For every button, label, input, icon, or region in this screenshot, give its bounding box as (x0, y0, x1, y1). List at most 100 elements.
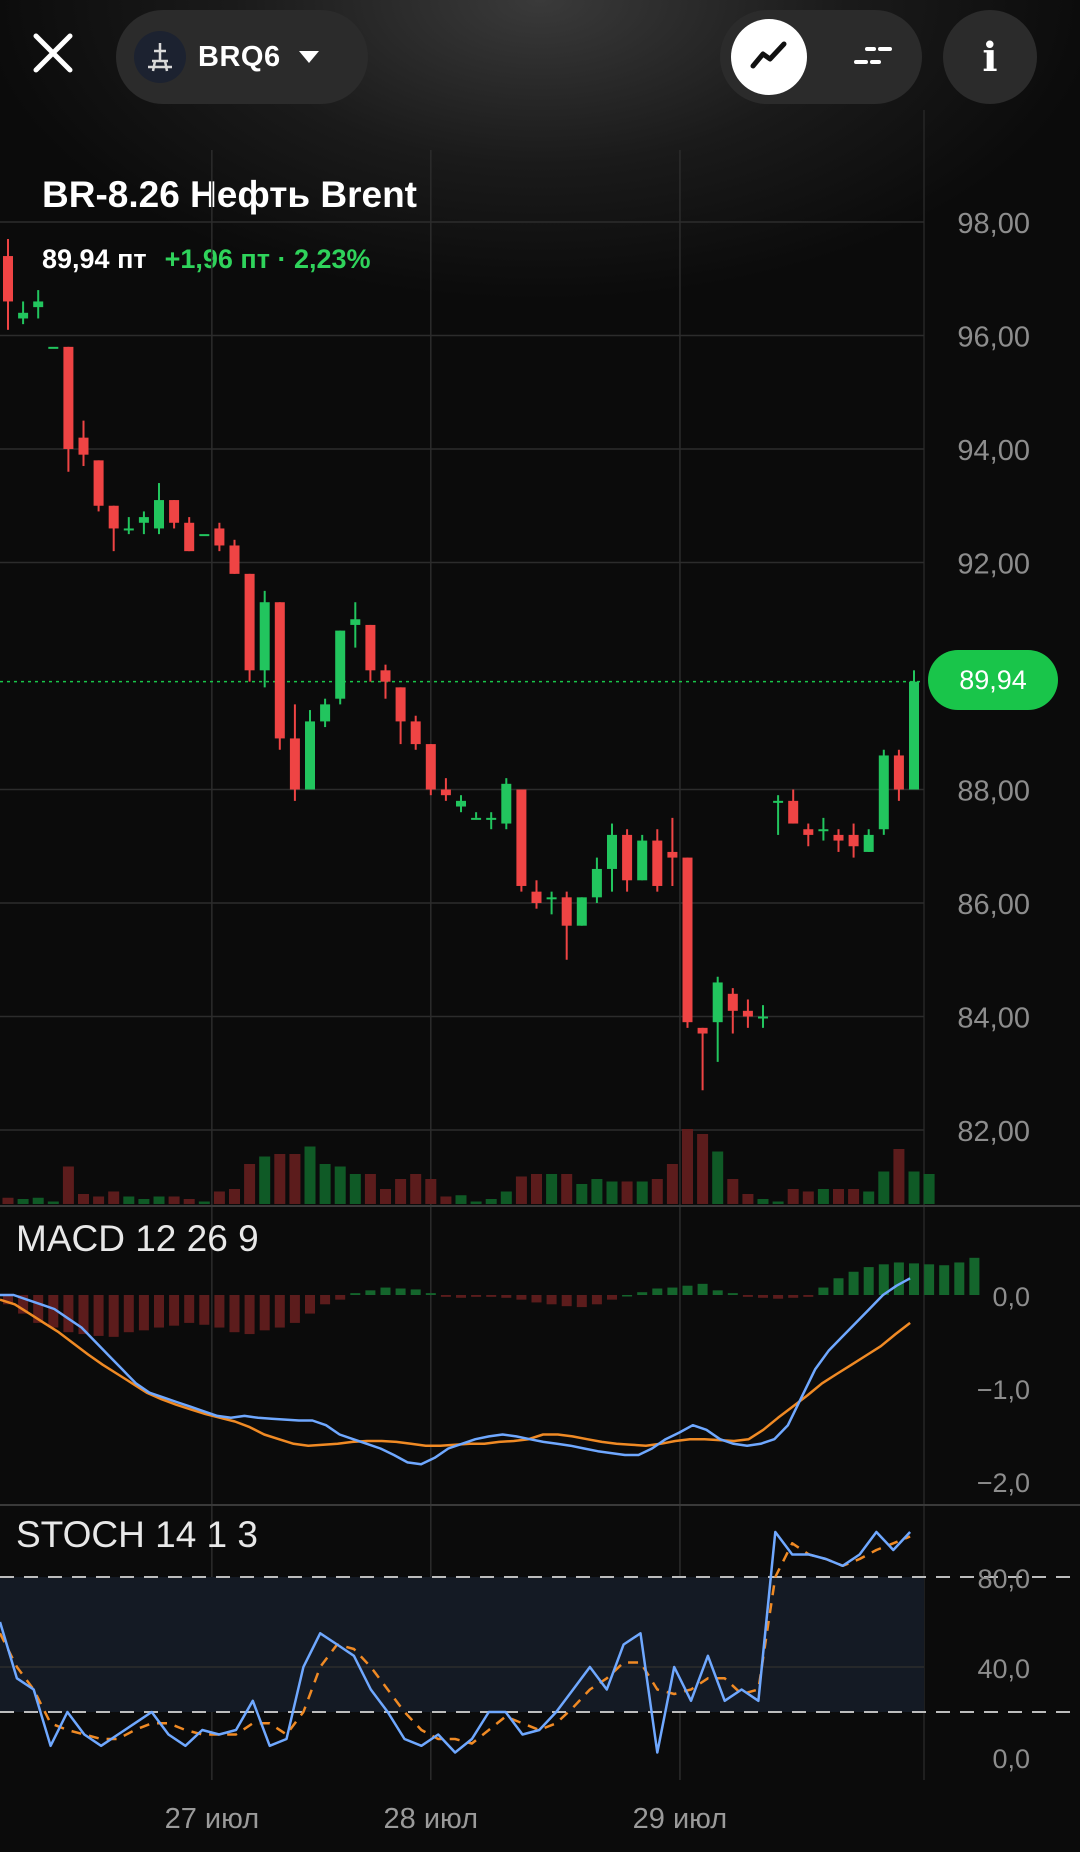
close-button[interactable] (22, 18, 84, 92)
volume-bar (138, 1199, 150, 1204)
candle-body (622, 834, 633, 881)
macd-label: MACD 12 26 9 (16, 1218, 259, 1259)
stoch-label: STOCH 14 1 3 (16, 1514, 258, 1555)
price-axis-tick: 98,00 (957, 208, 1030, 240)
macd-histogram-bar (652, 1288, 663, 1295)
candle-body (108, 505, 119, 529)
volume-bar (772, 1201, 784, 1204)
candle-body (727, 993, 738, 1011)
volume-bar (229, 1189, 240, 1204)
macd-histogram-bar (456, 1295, 466, 1298)
price-line: 89,94 пт +1,96 пт · 2,23% (42, 244, 371, 275)
macd-histogram-bar (33, 1295, 44, 1323)
volume-bar (259, 1156, 271, 1204)
candle-body (833, 834, 844, 841)
candle-body (138, 517, 149, 523)
candle-body (909, 681, 919, 790)
macd-histogram-bar (78, 1295, 89, 1335)
macd-histogram-bar (954, 1262, 965, 1295)
candle-body (501, 783, 512, 824)
price-axis-tick: 84,00 (957, 1003, 1030, 1035)
macd-histogram-bar (320, 1295, 331, 1305)
price-axis-tick: 82,00 (957, 1116, 1030, 1148)
macd-histogram-bar (622, 1295, 633, 1297)
volume-bar (742, 1194, 754, 1204)
ticker-selector[interactable]: BRQ6 (116, 10, 368, 104)
macd-histogram-bar (335, 1295, 346, 1300)
candle-body (93, 460, 104, 506)
volume-bar (32, 1197, 44, 1204)
volume-bar (666, 1164, 678, 1204)
candle-body (199, 534, 210, 537)
macd-histogram-bar (501, 1295, 512, 1298)
macd-histogram-bar (169, 1295, 180, 1326)
volume-bar (787, 1189, 799, 1204)
candle-body (863, 834, 874, 852)
stoch-axis-tick: 0,0 (992, 1744, 1030, 1774)
volume-bar (108, 1191, 120, 1204)
volume-bar (591, 1179, 603, 1204)
macd-histogram-bar (274, 1295, 285, 1328)
macd-histogram-bar (682, 1285, 693, 1295)
candle-body (214, 528, 225, 546)
candle-body (184, 522, 195, 552)
macd-histogram-bar (184, 1295, 195, 1323)
macd-histogram-bar (924, 1264, 935, 1295)
macd-histogram-bar (939, 1265, 950, 1295)
volume-bar (515, 1176, 527, 1204)
last-price-badge: 89,94 (928, 650, 1058, 710)
candle-body (818, 829, 829, 832)
price-axis-tick: 86,00 (957, 889, 1030, 921)
macd-histogram-bar (471, 1295, 482, 1297)
volume-bar (244, 1164, 256, 1204)
instrument-title: BR-8.26 Нефть Brent (42, 174, 418, 215)
macd-histogram-bar (833, 1278, 844, 1295)
volume-bar (78, 1194, 89, 1204)
candle-body (395, 687, 406, 722)
macd-histogram-bar (18, 1295, 29, 1314)
candle-body (274, 602, 285, 739)
macd-histogram-bar (410, 1289, 421, 1295)
list-mode-button[interactable] (835, 19, 911, 95)
line-chart-icon (750, 40, 788, 75)
stoch-band (0, 1577, 924, 1712)
volume-bar (848, 1189, 860, 1204)
candle-body (123, 528, 134, 531)
candle-body (773, 800, 784, 803)
macd-histogram-bar (712, 1290, 723, 1295)
ticker-name: BRQ6 (198, 40, 281, 73)
chart-mode-button[interactable] (731, 19, 807, 95)
macd-histogram-bar (818, 1287, 829, 1295)
volume-bar (470, 1201, 482, 1204)
candle-body (456, 800, 466, 807)
macd-histogram-bar (108, 1295, 119, 1337)
macd-histogram-bar (878, 1264, 889, 1295)
macd-histogram-bar (727, 1293, 738, 1295)
volume-bar (878, 1171, 890, 1204)
macd-histogram-bar (305, 1295, 315, 1314)
candle-body (48, 346, 59, 349)
macd-axis-tick: 0,0 (992, 1282, 1030, 1312)
macd-histogram-bar (3, 1295, 13, 1305)
macd-histogram-bar (350, 1293, 361, 1295)
candle-body (516, 789, 527, 886)
candle-body (18, 312, 29, 319)
macd-histogram-bar (591, 1295, 602, 1305)
macd-histogram-bar (289, 1295, 300, 1323)
volume-bar (651, 1179, 663, 1204)
candle-body (440, 789, 451, 796)
info-button[interactable]: i (943, 10, 1037, 104)
close-icon (33, 33, 73, 78)
volume-bar (364, 1174, 376, 1204)
info-icon: i (982, 33, 998, 81)
candle-body (591, 868, 602, 898)
candle-body (320, 704, 331, 722)
volume-bar (621, 1181, 633, 1204)
volume-bar (380, 1189, 391, 1204)
candle-body (758, 1016, 768, 1019)
candle-body (546, 897, 557, 900)
volume-bar (440, 1196, 452, 1204)
macd-histogram-bar (48, 1295, 59, 1328)
candle-body (531, 891, 542, 903)
